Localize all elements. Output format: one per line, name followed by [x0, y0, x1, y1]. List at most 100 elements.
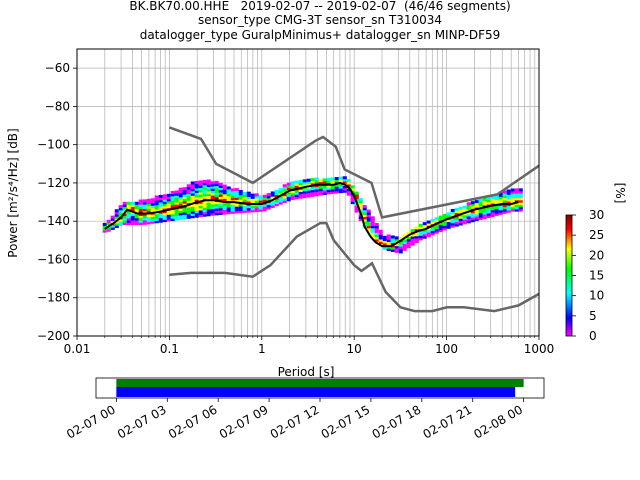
psd-cell: [218, 205, 223, 209]
psd-cell: [486, 214, 491, 218]
psd-cell: [190, 199, 195, 203]
x-axis-label: Period [s]: [278, 365, 335, 379]
psd-cell: [146, 205, 151, 209]
psd-cell: [222, 189, 227, 193]
psd-cell: [410, 242, 415, 246]
psd-cell: [226, 197, 231, 201]
psd-cell: [342, 176, 347, 180]
psd-cell: [170, 200, 175, 204]
psd-cell: [366, 223, 371, 227]
psd-cell: [478, 199, 483, 203]
psd-cell: [138, 201, 143, 205]
psd-cell: [318, 181, 323, 185]
psd-cell: [214, 205, 219, 209]
psd-cell: [486, 208, 491, 212]
psd-cell: [194, 212, 199, 216]
psd-cell: [226, 208, 231, 212]
psd-cell: [206, 181, 211, 185]
psd-cell: [290, 194, 295, 198]
psd-cell: [234, 196, 239, 200]
psd-cell: [102, 225, 107, 229]
psd-cell: [230, 201, 235, 205]
psd-cell: [366, 229, 371, 233]
psd-cell: [410, 240, 415, 244]
psd-cell: [126, 222, 131, 226]
psd-cell: [414, 239, 419, 243]
psd-cell: [178, 194, 183, 198]
psd-cell: [374, 238, 379, 242]
psd-cell: [494, 197, 499, 201]
psd-cell: [494, 194, 499, 198]
psd-cell: [358, 200, 363, 204]
psd-cell: [206, 213, 211, 217]
psd-cell: [186, 193, 191, 197]
psd-cell: [318, 185, 323, 189]
psd-cell: [486, 199, 491, 203]
psd-cell: [370, 227, 375, 231]
psd-cell: [234, 203, 239, 207]
psd-cell: [306, 189, 311, 193]
psd-cell: [490, 207, 495, 211]
psd-cell: [158, 212, 163, 216]
psd-cell: [326, 177, 331, 181]
psd-cell: [166, 193, 171, 197]
psd-cell: [214, 201, 219, 205]
noise-model-high: [168, 126, 539, 219]
psd-cell: [282, 188, 287, 192]
psd-cell: [514, 199, 519, 203]
psd-cell: [446, 214, 451, 218]
psd-cell: [418, 237, 423, 241]
psd-cell: [450, 224, 455, 228]
psd-cell: [162, 212, 167, 216]
psd-cell: [314, 179, 319, 183]
psd-cell: [194, 205, 199, 209]
psd-cell: [518, 204, 523, 208]
psd-cell: [142, 206, 147, 210]
psd-cell: [262, 194, 267, 198]
psd-cell: [174, 208, 179, 212]
psd-cell: [474, 211, 479, 215]
psd-cell: [414, 233, 419, 237]
psd-cell: [234, 210, 239, 214]
psd-cell: [482, 209, 487, 213]
psd-cell: [306, 178, 311, 182]
psd-cell: [262, 208, 267, 212]
psd-cell: [122, 204, 127, 208]
psd-cell: [466, 220, 471, 224]
psd-cell: [282, 193, 287, 197]
psd-cell: [102, 229, 107, 233]
psd-cell: [506, 191, 511, 195]
psd-cell: [490, 195, 495, 199]
psd-cell: [110, 217, 115, 221]
psd-cell: [270, 191, 275, 195]
psd-cell: [174, 192, 179, 196]
psd-cell: [306, 180, 311, 184]
psd-cell: [206, 179, 211, 183]
psd-cell: [326, 191, 331, 195]
psd-cell: [394, 249, 399, 253]
psd-cell: [462, 210, 467, 214]
psd-cell: [402, 241, 407, 245]
psd-cell: [390, 248, 395, 252]
psd-cell: [294, 196, 299, 200]
psd-cell: [138, 215, 143, 219]
psd-cell: [166, 198, 171, 202]
psd-cell: [294, 194, 299, 198]
psd-cell: [326, 184, 331, 188]
psd-cell: [414, 226, 419, 230]
psd-cell: [146, 203, 151, 207]
psd-cell: [202, 195, 207, 199]
psd-cell: [126, 215, 131, 219]
curves: [104, 126, 539, 313]
psd-cell: [142, 208, 147, 212]
psd-cell: [494, 208, 499, 212]
psd-cell: [278, 190, 283, 194]
timeline-tick-label: 02-07 18: [370, 402, 424, 441]
psd-cell: [502, 190, 507, 194]
psd-cell: [254, 209, 259, 213]
psd-cell: [386, 236, 391, 240]
psd-cell: [518, 206, 523, 210]
psd-cell: [494, 210, 499, 214]
psd-cell: [422, 231, 427, 235]
